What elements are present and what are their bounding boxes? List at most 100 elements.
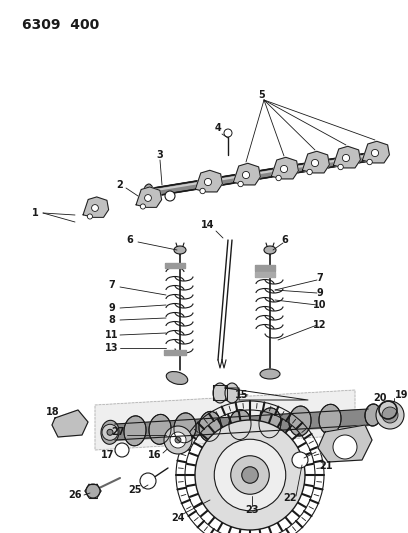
Ellipse shape	[319, 404, 341, 434]
Polygon shape	[148, 152, 375, 197]
Circle shape	[224, 129, 232, 137]
Text: 20: 20	[373, 393, 387, 403]
Circle shape	[276, 175, 281, 181]
Polygon shape	[136, 187, 162, 207]
Polygon shape	[333, 146, 360, 168]
Circle shape	[92, 205, 98, 212]
Circle shape	[200, 188, 205, 193]
Text: 6: 6	[282, 235, 288, 245]
Circle shape	[338, 164, 343, 169]
Ellipse shape	[199, 411, 221, 441]
Polygon shape	[83, 197, 109, 217]
Polygon shape	[302, 151, 329, 173]
Circle shape	[87, 214, 93, 219]
Circle shape	[367, 159, 372, 165]
Ellipse shape	[149, 414, 171, 445]
Ellipse shape	[225, 383, 239, 403]
Ellipse shape	[213, 383, 227, 403]
Ellipse shape	[259, 408, 281, 438]
Text: 9: 9	[109, 303, 115, 313]
Circle shape	[371, 149, 379, 157]
Text: 13: 13	[105, 343, 119, 353]
Text: 15: 15	[235, 390, 249, 400]
Text: 2: 2	[117, 180, 123, 190]
Text: 11: 11	[105, 330, 119, 340]
Text: 6309  400: 6309 400	[22, 18, 99, 32]
Circle shape	[292, 452, 308, 468]
Circle shape	[307, 169, 312, 175]
Polygon shape	[318, 425, 372, 462]
Ellipse shape	[174, 246, 186, 254]
Text: 6: 6	[126, 235, 133, 245]
Circle shape	[170, 432, 186, 448]
Circle shape	[376, 401, 404, 429]
Text: 26: 26	[68, 490, 82, 500]
Circle shape	[231, 456, 269, 494]
Text: 3: 3	[157, 150, 163, 160]
Circle shape	[107, 429, 113, 435]
Circle shape	[238, 181, 243, 187]
Text: 18: 18	[47, 407, 60, 417]
Circle shape	[164, 426, 192, 454]
Text: 24: 24	[171, 513, 185, 523]
Circle shape	[333, 435, 357, 459]
Circle shape	[204, 179, 212, 185]
Circle shape	[115, 443, 129, 457]
Polygon shape	[362, 141, 389, 163]
Polygon shape	[225, 388, 239, 400]
Circle shape	[242, 172, 250, 179]
Text: 7: 7	[317, 273, 324, 283]
Ellipse shape	[289, 406, 311, 436]
Text: 10: 10	[313, 300, 327, 310]
Text: 14: 14	[201, 220, 215, 230]
Circle shape	[242, 467, 258, 483]
Circle shape	[86, 484, 100, 498]
Text: 17: 17	[101, 450, 115, 460]
Circle shape	[311, 159, 319, 167]
Ellipse shape	[260, 369, 280, 379]
Polygon shape	[195, 171, 222, 192]
Polygon shape	[164, 350, 186, 355]
Circle shape	[382, 407, 398, 423]
Circle shape	[140, 204, 145, 209]
Polygon shape	[52, 410, 88, 437]
Ellipse shape	[143, 184, 153, 202]
Polygon shape	[213, 385, 227, 400]
Circle shape	[195, 420, 305, 530]
Ellipse shape	[166, 372, 188, 384]
Ellipse shape	[101, 421, 119, 445]
Text: 23: 23	[245, 505, 259, 515]
Text: 12: 12	[313, 320, 327, 330]
Ellipse shape	[365, 404, 381, 426]
Circle shape	[342, 155, 350, 161]
Polygon shape	[255, 265, 275, 271]
Text: 9: 9	[317, 288, 324, 298]
Circle shape	[280, 165, 288, 173]
Text: 8: 8	[109, 315, 115, 325]
Ellipse shape	[174, 413, 196, 443]
Text: 4: 4	[215, 123, 222, 133]
Text: 7: 7	[109, 280, 115, 290]
Text: 1: 1	[32, 208, 38, 218]
Text: 25: 25	[128, 485, 142, 495]
Text: 27: 27	[111, 427, 125, 437]
Ellipse shape	[124, 416, 146, 446]
Text: 19: 19	[395, 390, 408, 400]
Circle shape	[140, 473, 156, 489]
Circle shape	[175, 437, 181, 443]
Polygon shape	[271, 157, 298, 179]
Ellipse shape	[264, 246, 276, 254]
Circle shape	[144, 195, 151, 201]
Text: 16: 16	[148, 450, 162, 460]
Ellipse shape	[229, 410, 251, 440]
Circle shape	[214, 439, 286, 511]
Polygon shape	[233, 163, 260, 185]
Text: 5: 5	[259, 90, 265, 100]
Polygon shape	[255, 272, 275, 277]
Text: 21: 21	[319, 461, 333, 471]
Circle shape	[165, 191, 175, 201]
Text: 22: 22	[283, 493, 297, 503]
Polygon shape	[165, 263, 185, 268]
Polygon shape	[95, 390, 355, 450]
Circle shape	[102, 424, 118, 440]
